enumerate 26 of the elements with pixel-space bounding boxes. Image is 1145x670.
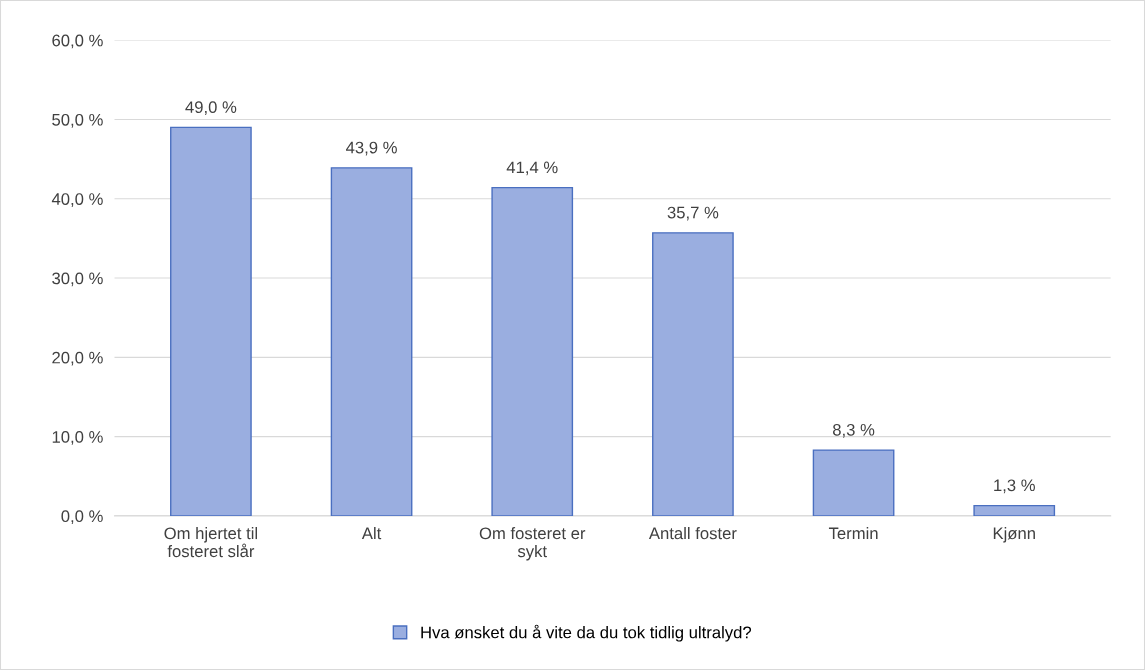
y-tick-label: 0,0 % — [61, 510, 103, 525]
bar — [652, 232, 734, 516]
x-tick-label: Kjønn — [993, 527, 1035, 543]
data-label: 8,3 % — [832, 423, 875, 438]
y-tick-label: 50,0 % — [52, 113, 103, 128]
bar — [812, 449, 895, 516]
y-tick-label: 40,0 % — [51, 193, 103, 207]
y-tick-label: 60,0 % — [52, 34, 103, 49]
x-tick-label: Antall foster — [648, 527, 737, 540]
bar — [491, 186, 574, 516]
data-label: 35,7 % — [667, 206, 719, 221]
y-tick-label: 10,0 % — [52, 431, 103, 445]
bar — [170, 126, 252, 516]
data-label: 43,9 % — [346, 141, 397, 156]
x-tick-label: Om fosteret er sykt — [479, 527, 586, 561]
x-tick-label: Om hjertet til fosteret slår — [164, 527, 258, 558]
bar — [973, 504, 1056, 516]
x-tick-label: Termin — [828, 527, 878, 540]
y-tick-label: 20,0 % — [52, 351, 103, 366]
data-label: 49,0 % — [185, 101, 237, 115]
data-label: 41,4 % — [506, 161, 558, 176]
x-tick-label: Alt — [361, 527, 382, 540]
bar — [330, 167, 413, 516]
data-label: 1,3 % — [994, 479, 1035, 494]
y-tick-label: 30,0 % — [52, 272, 103, 287]
legend-label: Hva ønsket du å vite da du tok tidlig ultralyd? — [421, 624, 752, 642]
